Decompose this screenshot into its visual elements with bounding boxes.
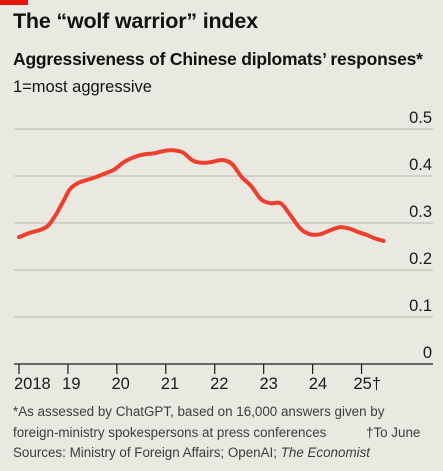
- footnote-line-1: *As assessed by ChatGPT, based on 16,000…: [13, 404, 385, 419]
- x-tick-labels: 2018 19 20 21 22 23 24 25†: [14, 375, 381, 393]
- unit-note: 1=most aggressive: [13, 78, 152, 96]
- x-tick-label: 21: [161, 375, 179, 393]
- footnote-line-2: foreign-ministry spokespersons at press …: [13, 424, 327, 440]
- x-ticks: [18, 364, 363, 374]
- x-tick-label: 2018: [14, 375, 51, 393]
- y-tick-label: 0.5: [409, 109, 432, 127]
- x-tick-label: 19: [62, 375, 80, 393]
- x-tick-label: 25†: [354, 375, 382, 393]
- x-tick-label: 24: [309, 375, 327, 393]
- chart-title: The “wolf warrior” index: [13, 9, 258, 33]
- footnote-to-june: †To June: [366, 424, 421, 440]
- x-tick-label: 22: [210, 375, 228, 393]
- x-tick-label: 20: [111, 375, 129, 393]
- y-tick-label: 0.1: [409, 297, 432, 315]
- footnote: *As assessed by ChatGPT, based on 16,000…: [13, 402, 438, 464]
- y-tick-label: 0.2: [409, 250, 432, 268]
- y-tick-label: 0.3: [409, 203, 432, 221]
- x-tick-label: 23: [259, 375, 277, 393]
- y-tick-label: 0: [423, 344, 432, 362]
- sources-text: Sources: Ministry of Foreign Affairs; Op…: [13, 445, 281, 460]
- brand-accent-bar: [0, 0, 28, 5]
- y-tick-label: 0.4: [409, 156, 432, 174]
- sources-line: Sources: Ministry of Foreign Affairs; Op…: [13, 443, 438, 464]
- series-line: [17, 148, 386, 243]
- chart-subtitle: Aggressiveness of Chinese diplomats’ res…: [13, 49, 423, 69]
- sources-economist: The Economist: [280, 445, 370, 460]
- y-tick-labels: 0 0.1 0.2 0.3 0.4 0.5: [409, 109, 432, 362]
- gridlines: [14, 128, 433, 365]
